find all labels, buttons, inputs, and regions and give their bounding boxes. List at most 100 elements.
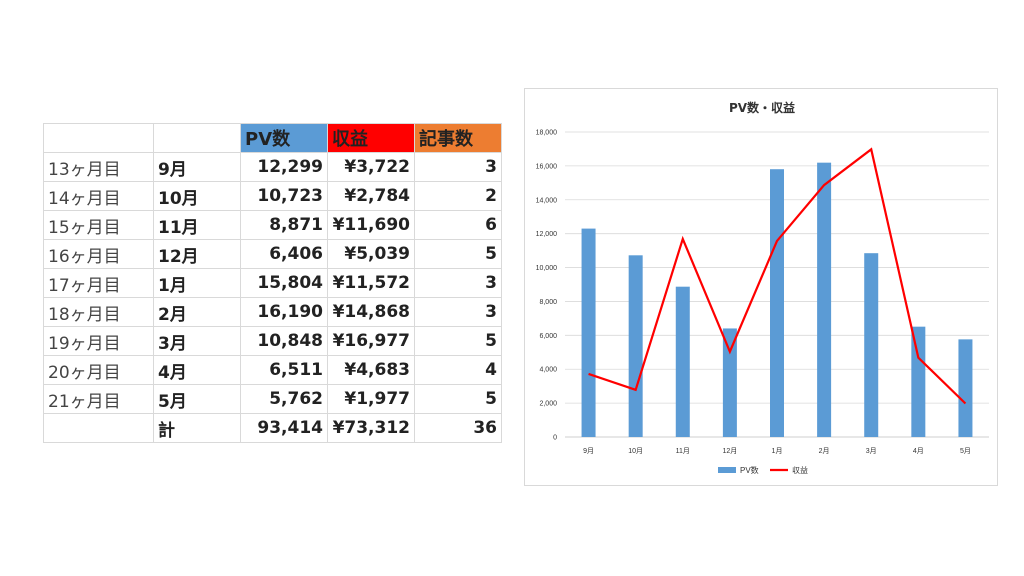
table-total-row: 計 93,414 ¥73,312 36 bbox=[43, 413, 502, 443]
table-row: 20ヶ月目 4月 6,511 ¥4,683 4 bbox=[43, 355, 502, 385]
table-row: 14ヶ月目 10月 10,723 ¥2,784 2 bbox=[43, 181, 502, 211]
pv-bar bbox=[864, 253, 879, 437]
revenue-line bbox=[588, 147, 967, 405]
table-row: 16ヶ月目 12月 6,406 ¥5,039 5 bbox=[43, 239, 502, 269]
table-header-row: PV数 収益 記事数 bbox=[43, 123, 502, 153]
chart-title: PV数・収益 bbox=[729, 100, 795, 115]
revenue-cell: ¥14,868 bbox=[327, 297, 415, 327]
revenue-cell: ¥11,690 bbox=[327, 210, 415, 240]
pv-cell: 16,190 bbox=[240, 297, 328, 327]
y-tick-label: 12,000 bbox=[536, 231, 558, 238]
period-cell: 17ヶ月目 bbox=[43, 268, 154, 298]
header-cell bbox=[43, 123, 154, 153]
y-tick-label: 10,000 bbox=[536, 265, 558, 272]
x-tick-label: 9月 bbox=[583, 447, 594, 455]
table-row: 13ヶ月目 9月 12,299 ¥3,722 3 bbox=[43, 152, 502, 182]
pv-cell: 8,871 bbox=[240, 210, 328, 240]
legend-label-pv: PV数 bbox=[740, 465, 759, 475]
period-cell bbox=[43, 413, 154, 443]
month-cell: 3月 bbox=[153, 326, 241, 356]
pv-bar bbox=[628, 255, 643, 437]
revenue-cell: ¥2,784 bbox=[327, 181, 415, 211]
table-row: 21ヶ月目 5月 5,762 ¥1,977 5 bbox=[43, 384, 502, 414]
month-cell: 9月 bbox=[153, 152, 241, 182]
period-cell: 20ヶ月目 bbox=[43, 355, 154, 385]
x-tick-label: 10月 bbox=[628, 447, 643, 455]
pv-cell: 6,406 bbox=[240, 239, 328, 269]
x-tick-label: 1月 bbox=[772, 447, 783, 455]
articles-cell: 6 bbox=[414, 210, 502, 240]
pv-bar bbox=[675, 286, 690, 437]
header-cell: 収益 bbox=[327, 123, 415, 153]
table-body: PV数 収益 記事数 13ヶ月目 9月 12,299 ¥3,722 3 14ヶ月目 10月 10,7… bbox=[43, 123, 502, 443]
articles-cell: 3 bbox=[414, 152, 502, 182]
pv-cell: 10,723 bbox=[240, 181, 328, 211]
month-cell: 計 bbox=[153, 413, 241, 443]
revenue-cell: ¥73,312 bbox=[327, 413, 415, 443]
y-tick-label: 8,000 bbox=[539, 299, 557, 306]
legend-swatch-pv bbox=[718, 467, 736, 473]
month-cell: 2月 bbox=[153, 297, 241, 327]
table-row: 15ヶ月目 11月 8,871 ¥11,690 6 bbox=[43, 210, 502, 240]
articles-cell: 5 bbox=[414, 384, 502, 414]
revenue-cell: ¥1,977 bbox=[327, 384, 415, 414]
month-cell: 5月 bbox=[153, 384, 241, 414]
pv-bar bbox=[817, 162, 832, 437]
period-cell: 21ヶ月目 bbox=[43, 384, 154, 414]
x-tick-label: 3月 bbox=[866, 447, 877, 455]
revenue-cell: ¥11,572 bbox=[327, 268, 415, 298]
articles-cell: 3 bbox=[414, 268, 502, 298]
data-table: PV数 収益 記事数 13ヶ月目 9月 12,299 ¥3,722 3 14ヶ月目 10月 10,7… bbox=[43, 123, 502, 443]
period-cell: 14ヶ月目 bbox=[43, 181, 154, 211]
period-cell: 13ヶ月目 bbox=[43, 152, 154, 182]
pv-cell: 15,804 bbox=[240, 268, 328, 298]
pv-bar bbox=[770, 169, 784, 437]
articles-cell: 3 bbox=[414, 297, 502, 327]
period-cell: 18ヶ月目 bbox=[43, 297, 154, 327]
month-cell: 4月 bbox=[153, 355, 241, 385]
y-tick-label: 2,000 bbox=[539, 401, 557, 408]
pv-cell: 12,299 bbox=[240, 152, 328, 182]
month-cell: 12月 bbox=[153, 239, 241, 269]
revenue-cell: ¥16,977 bbox=[327, 326, 415, 356]
table-row: 17ヶ月目 1月 15,804 ¥11,572 3 bbox=[43, 268, 502, 298]
pv-cell: 93,414 bbox=[240, 413, 328, 443]
pv-bar bbox=[958, 339, 973, 437]
header-cell bbox=[153, 123, 241, 153]
y-tick-label: 4,000 bbox=[539, 367, 557, 374]
period-cell: 16ヶ月目 bbox=[43, 239, 154, 269]
table-row: 19ヶ月目 3月 10,848 ¥16,977 5 bbox=[43, 326, 502, 356]
x-tick-label: 4月 bbox=[913, 447, 924, 455]
combo-chart: PV数・収益 0 2,000 4,000 6,000 8,000 10,000 12,000 1… bbox=[536, 100, 989, 475]
revenue-cell: ¥3,722 bbox=[327, 152, 415, 182]
y-tick-label: 0 bbox=[553, 435, 557, 442]
period-cell: 15ヶ月目 bbox=[43, 210, 154, 240]
pv-cell: 10,848 bbox=[240, 326, 328, 356]
articles-cell: 4 bbox=[414, 355, 502, 385]
chart-frame: PV数・収益 0 2,000 4,000 6,000 8,000 10,000 12,000 1… bbox=[524, 88, 998, 486]
header-cell: PV数 bbox=[240, 123, 328, 153]
month-cell: 11月 bbox=[153, 210, 241, 240]
pv-bar bbox=[911, 326, 926, 437]
y-tick-label: 6,000 bbox=[539, 333, 557, 340]
pv-cell: 6,511 bbox=[240, 355, 328, 385]
month-cell: 10月 bbox=[153, 181, 241, 211]
x-tick-label: 5月 bbox=[960, 447, 971, 455]
revenue-cell: ¥5,039 bbox=[327, 239, 415, 269]
header-cell: 記事数 bbox=[414, 123, 502, 153]
x-tick-label: 12月 bbox=[722, 447, 737, 455]
pv-bar bbox=[581, 228, 596, 437]
articles-cell: 5 bbox=[414, 239, 502, 269]
y-tick-label: 14,000 bbox=[536, 197, 558, 204]
legend-label-revenue: 収益 bbox=[792, 465, 808, 475]
articles-cell: 2 bbox=[414, 181, 502, 211]
pv-cell: 5,762 bbox=[240, 384, 328, 414]
table-row: 18ヶ月目 2月 16,190 ¥14,868 3 bbox=[43, 297, 502, 327]
month-cell: 1月 bbox=[153, 268, 241, 298]
articles-cell: 36 bbox=[414, 413, 502, 443]
y-tick-label: 16,000 bbox=[536, 163, 558, 170]
x-tick-label: 11月 bbox=[676, 447, 690, 455]
y-tick-label: 18,000 bbox=[536, 130, 558, 137]
pv-bar bbox=[722, 328, 737, 437]
revenue-cell: ¥4,683 bbox=[327, 355, 415, 385]
